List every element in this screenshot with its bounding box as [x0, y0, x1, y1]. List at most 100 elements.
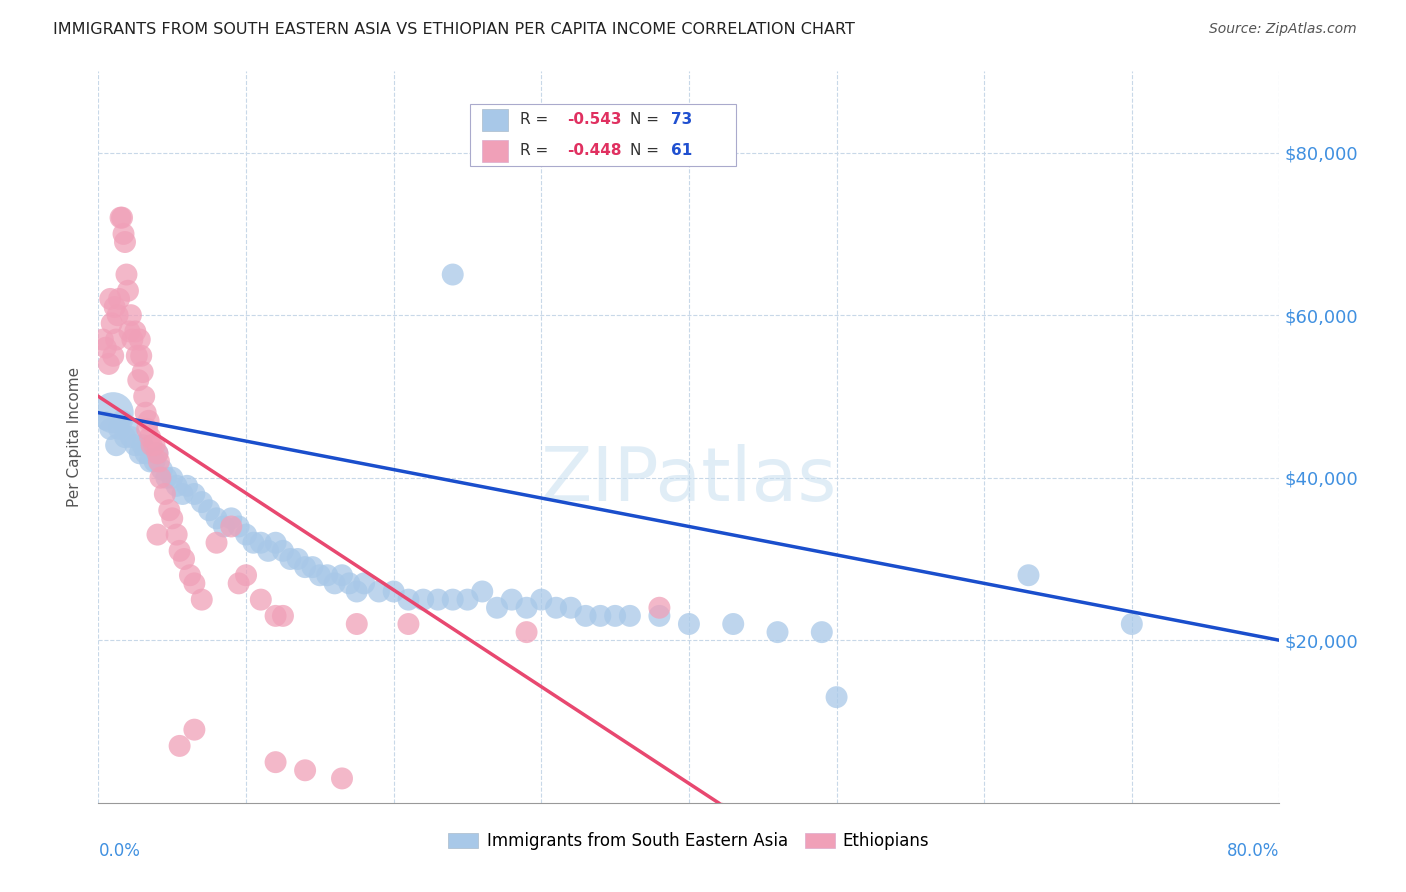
Text: R =: R = — [520, 144, 553, 159]
Point — [146, 446, 169, 460]
Point — [94, 341, 117, 355]
Point — [412, 592, 434, 607]
Text: Source: ZipAtlas.com: Source: ZipAtlas.com — [1209, 22, 1357, 37]
Point — [309, 568, 332, 582]
Point — [441, 592, 464, 607]
Point — [153, 487, 176, 501]
Point — [138, 414, 160, 428]
Point — [143, 438, 166, 452]
Point — [235, 568, 257, 582]
Point — [346, 584, 368, 599]
Text: 61: 61 — [671, 144, 693, 159]
Point — [103, 406, 125, 420]
Point — [103, 349, 125, 363]
Point — [294, 560, 316, 574]
Point — [117, 422, 139, 436]
Point — [94, 414, 117, 428]
Point — [98, 422, 121, 436]
Text: 80.0%: 80.0% — [1227, 842, 1279, 860]
Bar — [482, 109, 508, 131]
Point — [191, 592, 214, 607]
Point — [546, 600, 568, 615]
Y-axis label: Per Capita Income: Per Capita Income — [67, 367, 83, 508]
Point — [471, 584, 494, 599]
Point — [132, 365, 155, 379]
Text: IMMIGRANTS FROM SOUTH EASTERN ASIA VS ETHIOPIAN PER CAPITA INCOME CORRELATION CH: IMMIGRANTS FROM SOUTH EASTERN ASIA VS ET… — [53, 22, 855, 37]
Point — [128, 446, 150, 460]
Point — [183, 723, 205, 737]
Point — [183, 576, 205, 591]
Point — [141, 438, 163, 452]
Bar — [482, 140, 508, 161]
Point — [183, 487, 205, 501]
Point — [301, 560, 323, 574]
Point — [280, 552, 302, 566]
Point — [166, 527, 188, 541]
Point — [516, 625, 538, 640]
Point — [97, 357, 120, 371]
Point — [112, 227, 135, 241]
Point — [257, 544, 280, 558]
Point — [125, 349, 148, 363]
Point — [111, 211, 134, 225]
Point — [108, 422, 131, 436]
Point — [228, 576, 250, 591]
Point — [139, 430, 162, 444]
Point — [166, 479, 188, 493]
Point — [825, 690, 848, 705]
Point — [221, 511, 243, 525]
Point — [134, 389, 156, 403]
Point — [139, 454, 162, 468]
Point — [146, 446, 169, 460]
Point — [148, 454, 170, 468]
Point — [105, 438, 128, 452]
Point — [176, 479, 198, 493]
Point — [323, 576, 346, 591]
Point — [124, 325, 146, 339]
Point — [346, 617, 368, 632]
Point — [530, 592, 553, 607]
Point — [264, 755, 287, 769]
Point — [271, 608, 294, 623]
Point — [648, 608, 671, 623]
Point — [173, 552, 195, 566]
Point — [107, 308, 129, 322]
Point — [198, 503, 221, 517]
FancyBboxPatch shape — [471, 104, 737, 167]
Point — [264, 535, 287, 549]
Text: 73: 73 — [671, 112, 693, 128]
Point — [228, 519, 250, 533]
Point — [169, 739, 191, 753]
Point — [339, 576, 361, 591]
Point — [157, 503, 180, 517]
Text: -0.543: -0.543 — [567, 112, 621, 128]
Point — [136, 422, 159, 436]
Point — [150, 462, 173, 476]
Point — [98, 292, 121, 306]
Point — [110, 211, 132, 225]
Point — [149, 471, 172, 485]
Point — [146, 527, 169, 541]
Point — [179, 568, 201, 582]
Point — [212, 519, 235, 533]
Point — [111, 414, 134, 428]
Point — [560, 600, 582, 615]
Point — [91, 333, 114, 347]
Point — [132, 438, 155, 452]
Point — [115, 268, 138, 282]
Point — [294, 764, 316, 778]
Point — [427, 592, 450, 607]
Text: N =: N = — [630, 144, 664, 159]
Point — [124, 438, 146, 452]
Point — [619, 608, 641, 623]
Point — [135, 446, 157, 460]
Point — [129, 349, 152, 363]
Point — [162, 471, 183, 485]
Point — [169, 544, 191, 558]
Point — [205, 535, 228, 549]
Point — [723, 617, 745, 632]
Point — [250, 535, 273, 549]
Point — [114, 430, 136, 444]
Point — [441, 268, 464, 282]
Point — [104, 300, 127, 314]
